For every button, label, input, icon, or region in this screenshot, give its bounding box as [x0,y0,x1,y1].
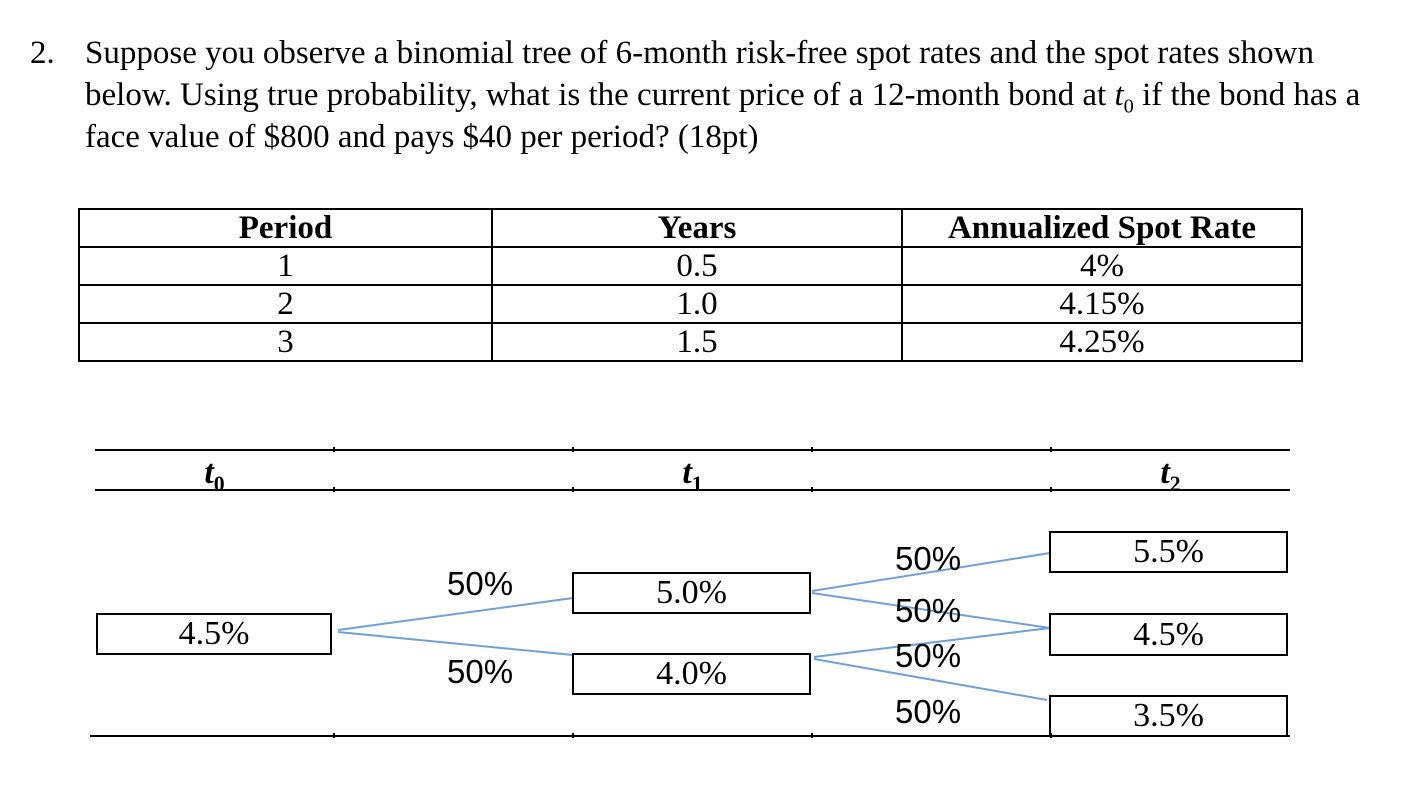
t0-subscript: 0 [1123,95,1134,118]
table-header-row: Period Years Annualized Spot Rate [78,208,1303,248]
timeline-label-t2: t2 [1051,454,1290,495]
t2-base: t [1160,454,1170,491]
rate-box-t2-up: 5.5% [1049,531,1288,573]
column-tick [333,447,335,452]
col-header-period: Period [78,208,493,248]
column-tick [572,487,574,492]
prob-label-t1d-up: 50% [895,637,962,674]
column-tick [333,487,335,492]
table-row: 3 1.5 4.25% [78,322,1303,362]
column-tick [572,733,574,738]
t0-sub: 0 [213,471,225,496]
column-tick [1050,733,1052,738]
t1-base: t [682,454,692,491]
rate-box-t2-mid: 4.5% [1049,613,1288,656]
cell-years-1: 0.5 [491,246,903,286]
prob-label-t1u-down: 50% [895,592,962,629]
timeline-top-rule [95,449,1290,451]
t1-sub: 1 [691,471,703,496]
table-row: 2 1.0 4.15% [78,284,1303,324]
question-line-3: face value of $800 and pays $40 per peri… [85,119,759,155]
prob-label-t0-up: 50% [447,565,514,602]
cell-rate-1: 4% [901,246,1303,286]
prob-label-t1d-down: 50% [895,693,962,730]
rate-box-t1-down: 4.0% [572,653,811,695]
column-tick [811,487,813,492]
question-line-2: below. Using true probability, what is t… [85,74,1405,118]
question-line-2-pre: below. Using true probability, what is t… [85,77,1115,113]
cell-period-2: 2 [78,284,493,324]
col-header-annualized-spot-rate: Annualized Spot Rate [901,208,1303,248]
branch-t0-down [337,631,574,656]
column-tick [572,447,574,452]
figure-bottom-rule [90,735,1290,737]
timeline-bottom-rule [95,489,1290,491]
timeline-label-t1: t1 [573,454,812,495]
question-number: 2. [30,35,55,71]
question-line-2-post: if the bond has a [1133,77,1361,113]
column-tick [333,733,335,738]
cell-years-2: 1.0 [491,284,903,324]
rate-box-t2-down: 3.5% [1049,695,1288,737]
rate-box-t0: 4.5% [96,613,332,655]
cell-rate-2: 4.15% [901,284,1303,324]
cell-period-1: 1 [78,246,493,286]
prob-label-t0-down: 50% [447,653,514,690]
branch-t0-up [337,597,574,631]
timeline-label-t0: t0 [95,454,334,495]
cell-rate-3: 4.25% [901,322,1303,362]
rate-box-t1-up: 5.0% [572,572,811,614]
question-text: Suppose you observe a binomial tree of 6… [85,32,1405,158]
column-tick [1050,487,1052,492]
t0-symbol: t [1114,77,1124,113]
cell-years-3: 1.5 [491,322,903,362]
table-row: 1 0.5 4% [78,246,1303,286]
column-tick [811,733,813,738]
t2-sub: 2 [1169,471,1181,496]
cell-period-3: 3 [78,322,493,362]
question-line-1: Suppose you observe a binomial tree of 6… [85,35,1314,71]
column-tick [1050,447,1052,452]
t0-base: t [204,454,214,491]
column-tick [811,447,813,452]
col-header-years: Years [491,208,903,248]
spot-rate-table: Period Years Annualized Spot Rate 1 0.5 … [78,208,1303,362]
prob-label-t1u-up: 50% [895,540,962,577]
